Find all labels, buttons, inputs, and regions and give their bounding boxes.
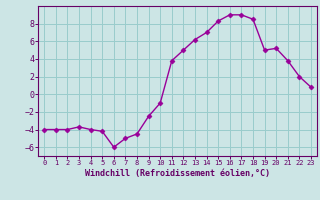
X-axis label: Windchill (Refroidissement éolien,°C): Windchill (Refroidissement éolien,°C) — [85, 169, 270, 178]
